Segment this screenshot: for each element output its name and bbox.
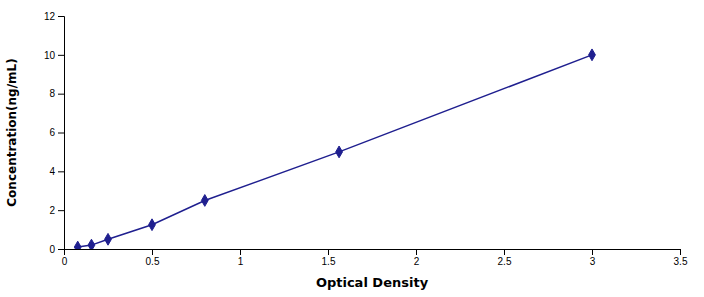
tick-mark — [152, 249, 153, 255]
tick-label: 12 — [44, 11, 56, 22]
tick-label: 4 — [49, 166, 55, 177]
chart: 0 0.5 1 1.5 2 2.5 3 3.5 0 2 4 6 8 10 12 Optical Density… — [0, 0, 704, 297]
tick: 3 — [590, 249, 596, 267]
line — [78, 55, 592, 247]
tick-label: 3.5 — [674, 256, 688, 267]
marker — [336, 146, 343, 158]
y-axis-title: Concentration(ng/mL) — [5, 58, 19, 206]
tick-mark — [58, 55, 64, 56]
tick: 1.5 — [322, 249, 336, 267]
tick-label: 0 — [62, 256, 68, 267]
x-axis: 0 0.5 1 1.5 2 2.5 3 3.5 — [62, 249, 688, 267]
tick-mark — [680, 249, 681, 255]
tick-mark — [58, 133, 64, 134]
tick: 3.5 — [674, 249, 688, 267]
marker — [149, 219, 156, 231]
tick: 6 — [49, 127, 64, 138]
tick-label: 10 — [44, 50, 56, 61]
tick: 0.5 — [146, 249, 160, 267]
plot: 0 0.5 1 1.5 2 2.5 3 3.5 0 2 4 6 8 10 12 — [44, 11, 688, 267]
x-axis-title: Optical Density — [316, 275, 429, 290]
series — [74, 49, 595, 249]
tick-label: 2 — [414, 256, 420, 267]
tick: 4 — [49, 166, 64, 177]
tick: 12 — [44, 11, 64, 22]
tick-label: 0 — [49, 244, 55, 255]
tick-label: 6 — [49, 127, 55, 138]
tick-mark — [592, 249, 593, 255]
marker — [105, 233, 112, 245]
tick: 2 — [49, 205, 64, 216]
tick-mark — [58, 16, 64, 17]
marker — [88, 239, 95, 249]
tick: 0 — [49, 244, 64, 255]
tick: 2 — [414, 249, 420, 267]
tick-label: 1.5 — [322, 256, 336, 267]
tick-mark — [240, 249, 241, 255]
tick: 0 — [62, 249, 68, 267]
tick-label: 3 — [590, 256, 596, 267]
x-axis-line — [65, 250, 681, 256]
marker — [589, 49, 596, 61]
tick-label: 8 — [49, 88, 55, 99]
tick: 10 — [44, 50, 64, 61]
tick-mark — [58, 171, 64, 172]
tick-mark — [504, 249, 505, 255]
tick-label: 2.5 — [498, 256, 512, 267]
tick-mark — [58, 210, 64, 211]
tick-mark — [58, 249, 64, 250]
y-axis: 0 2 4 6 8 10 12 — [44, 11, 65, 255]
marker — [201, 195, 208, 207]
tick: 1 — [238, 249, 244, 267]
tick-label: 0.5 — [146, 256, 160, 267]
marker — [74, 241, 81, 249]
tick-mark — [58, 94, 64, 95]
tick-mark — [328, 249, 329, 255]
tick-label: 1 — [238, 256, 244, 267]
tick-mark — [416, 249, 417, 255]
tick-label: 2 — [49, 205, 55, 216]
tick: 8 — [49, 88, 64, 99]
tick: 2.5 — [498, 249, 512, 267]
y-axis-line — [58, 17, 65, 250]
